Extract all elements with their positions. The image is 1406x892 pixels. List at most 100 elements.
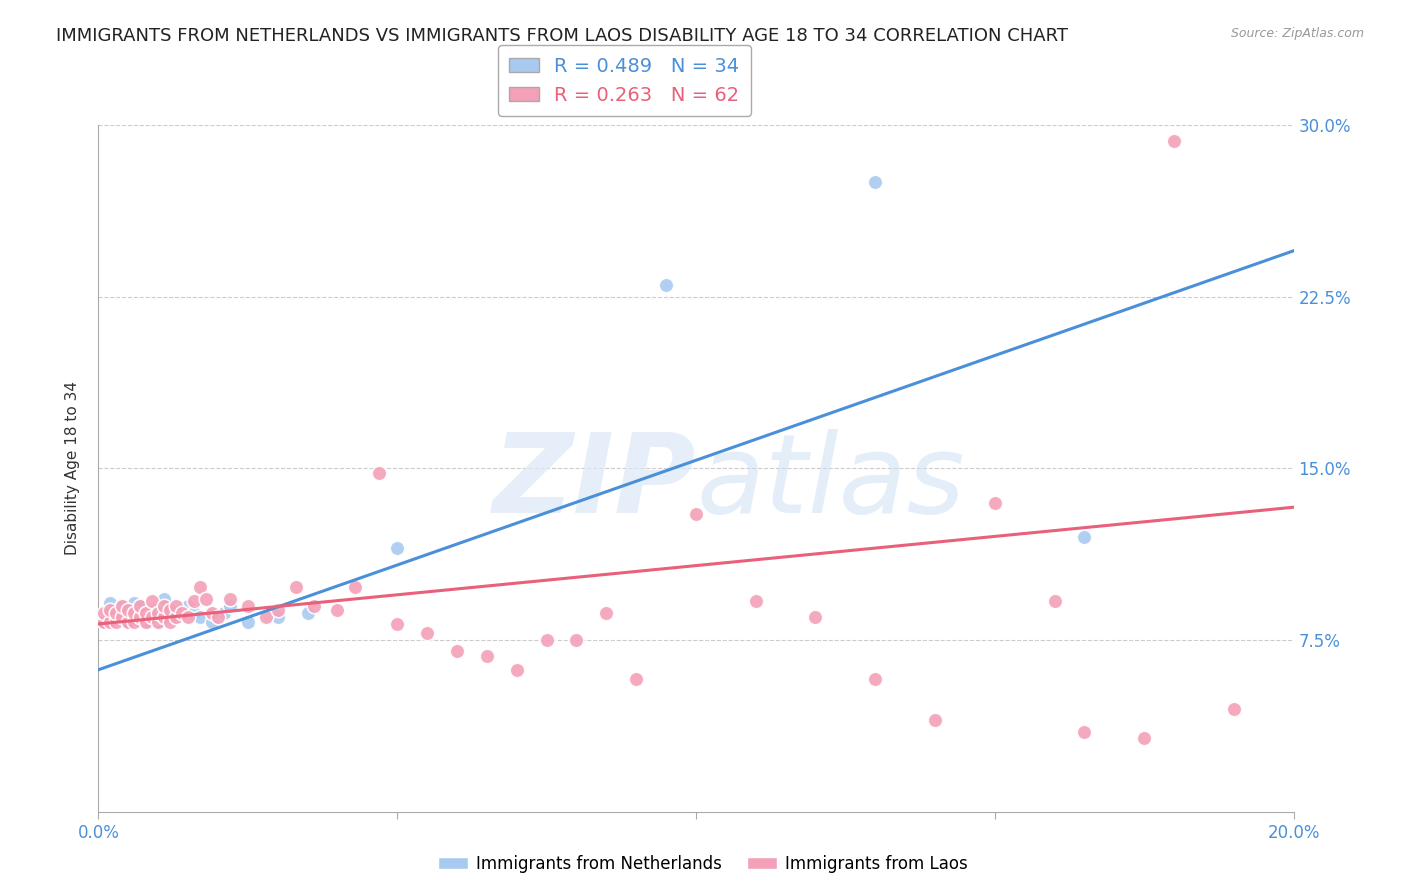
Point xyxy=(183,606,205,620)
Point xyxy=(129,599,152,613)
Point xyxy=(148,615,170,629)
Point xyxy=(165,599,187,613)
Text: ZIP: ZIP xyxy=(492,428,696,535)
Point xyxy=(105,606,128,620)
Point xyxy=(207,610,229,624)
Point xyxy=(141,594,163,608)
Point xyxy=(129,599,152,613)
Text: IMMIGRANTS FROM NETHERLANDS VS IMMIGRANTS FROM LAOS DISABILITY AGE 18 TO 34 CORR: IMMIGRANTS FROM NETHERLANDS VS IMMIGRANT… xyxy=(56,27,1069,45)
Point xyxy=(236,615,259,629)
Point xyxy=(153,610,176,624)
Point xyxy=(141,603,163,617)
Point xyxy=(105,610,128,624)
Point xyxy=(98,603,122,617)
Point xyxy=(865,175,887,189)
Point xyxy=(924,713,946,727)
Point xyxy=(165,610,187,624)
Point xyxy=(565,633,588,648)
Point xyxy=(368,466,391,480)
Point xyxy=(446,644,468,658)
Point xyxy=(195,591,218,606)
Point xyxy=(117,603,139,617)
Point xyxy=(153,591,176,606)
Point xyxy=(385,617,409,632)
Point xyxy=(344,580,367,594)
Point xyxy=(267,610,290,624)
Point xyxy=(302,599,325,613)
Point xyxy=(1223,701,1246,715)
Point xyxy=(865,672,887,686)
Point xyxy=(297,606,319,620)
Point xyxy=(236,599,259,613)
Point xyxy=(135,606,157,620)
Point xyxy=(536,633,558,648)
Point xyxy=(98,615,122,629)
Point xyxy=(506,663,529,677)
Point xyxy=(153,599,176,613)
Text: Source: ZipAtlas.com: Source: ZipAtlas.com xyxy=(1230,27,1364,40)
Point xyxy=(685,507,707,521)
Point xyxy=(124,596,146,610)
Point xyxy=(254,610,277,624)
Text: atlas: atlas xyxy=(696,428,965,535)
Point xyxy=(219,599,242,613)
Point xyxy=(745,594,768,608)
Point xyxy=(177,610,200,624)
Point xyxy=(159,615,181,629)
Point xyxy=(111,610,134,624)
Point xyxy=(135,615,157,629)
Point xyxy=(93,615,115,629)
Point xyxy=(172,606,194,620)
Point xyxy=(188,580,211,594)
Point xyxy=(159,603,181,617)
Point xyxy=(267,603,290,617)
Point xyxy=(188,610,211,624)
Point xyxy=(183,594,205,608)
Point xyxy=(135,615,157,629)
Point xyxy=(111,599,134,613)
Point xyxy=(117,615,139,629)
Point xyxy=(201,606,224,620)
Point xyxy=(111,599,134,613)
Point xyxy=(595,606,617,620)
Point xyxy=(655,278,678,293)
Point xyxy=(1133,731,1156,746)
Legend: Immigrants from Netherlands, Immigrants from Laos: Immigrants from Netherlands, Immigrants … xyxy=(432,848,974,880)
Point xyxy=(98,596,122,610)
Point xyxy=(148,615,170,629)
Point xyxy=(135,606,157,620)
Point xyxy=(165,610,187,624)
Y-axis label: Disability Age 18 to 34: Disability Age 18 to 34 xyxy=(65,381,80,556)
Point xyxy=(284,580,307,594)
Point xyxy=(105,615,128,629)
Point xyxy=(1043,594,1066,608)
Legend: R = 0.489   N = 34, R = 0.263   N = 62: R = 0.489 N = 34, R = 0.263 N = 62 xyxy=(498,45,751,116)
Point xyxy=(129,610,152,624)
Point xyxy=(124,607,146,622)
Point xyxy=(141,610,163,624)
Point xyxy=(1163,134,1185,148)
Point xyxy=(177,599,200,613)
Point xyxy=(1073,530,1095,544)
Point xyxy=(124,615,146,629)
Point xyxy=(416,626,439,640)
Point xyxy=(626,672,648,686)
Point xyxy=(804,610,827,624)
Point xyxy=(93,615,115,629)
Point xyxy=(117,615,139,629)
Point xyxy=(148,606,170,620)
Point xyxy=(93,606,115,620)
Point xyxy=(172,606,194,620)
Point xyxy=(124,606,146,620)
Point xyxy=(212,606,235,620)
Point xyxy=(984,496,1007,510)
Point xyxy=(326,603,349,617)
Point xyxy=(129,610,152,624)
Point xyxy=(219,591,242,606)
Point xyxy=(1073,724,1095,739)
Point xyxy=(385,541,409,556)
Point xyxy=(153,606,176,620)
Point xyxy=(201,615,224,629)
Point xyxy=(475,648,498,663)
Point xyxy=(111,606,134,620)
